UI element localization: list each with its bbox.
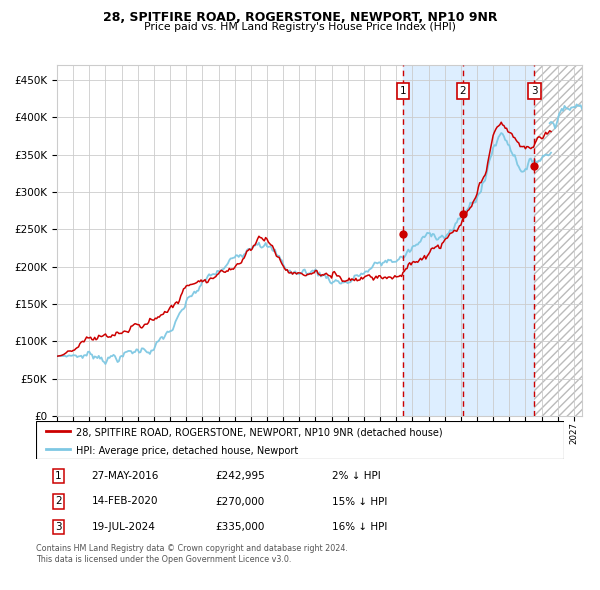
Text: 1: 1	[55, 471, 61, 481]
Text: 27-MAY-2016: 27-MAY-2016	[91, 471, 159, 481]
Text: 1: 1	[400, 86, 406, 96]
Text: £335,000: £335,000	[215, 522, 265, 532]
Text: 19-JUL-2024: 19-JUL-2024	[91, 522, 155, 532]
Text: 3: 3	[55, 522, 61, 532]
Text: HPI: Average price, detached house, Newport: HPI: Average price, detached house, Newp…	[76, 445, 298, 455]
Text: This data is licensed under the Open Government Licence v3.0.: This data is licensed under the Open Gov…	[36, 555, 292, 563]
Text: 2: 2	[460, 86, 466, 96]
Text: 28, SPITFIRE ROAD, ROGERSTONE, NEWPORT, NP10 9NR: 28, SPITFIRE ROAD, ROGERSTONE, NEWPORT, …	[103, 11, 497, 24]
Text: £242,995: £242,995	[215, 471, 265, 481]
Text: Price paid vs. HM Land Registry's House Price Index (HPI): Price paid vs. HM Land Registry's House …	[144, 22, 456, 32]
Text: 14-FEB-2020: 14-FEB-2020	[91, 497, 158, 506]
Bar	[463, 65, 535, 416]
Text: 2% ↓ HPI: 2% ↓ HPI	[332, 471, 380, 481]
Text: Contains HM Land Registry data © Crown copyright and database right 2024.: Contains HM Land Registry data © Crown c…	[36, 544, 348, 553]
Bar	[535, 65, 582, 416]
Text: 16% ↓ HPI: 16% ↓ HPI	[332, 522, 387, 532]
Text: 2: 2	[55, 497, 61, 506]
Text: 28, SPITFIRE ROAD, ROGERSTONE, NEWPORT, NP10 9NR (detached house): 28, SPITFIRE ROAD, ROGERSTONE, NEWPORT, …	[76, 427, 442, 437]
Text: £270,000: £270,000	[215, 497, 265, 506]
Bar	[403, 65, 463, 416]
Text: 3: 3	[531, 86, 538, 96]
Text: 15% ↓ HPI: 15% ↓ HPI	[332, 497, 387, 506]
FancyBboxPatch shape	[36, 421, 564, 459]
